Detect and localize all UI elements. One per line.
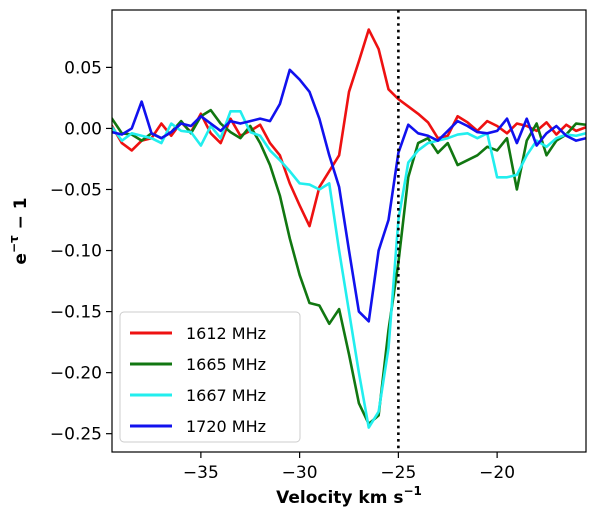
series-layer (112, 28, 586, 429)
y-tick-label: −0.25 (50, 425, 102, 445)
x-axis-ticks: −35 −30 −25 −20 (183, 452, 515, 483)
x-axis-title-main: Velocity km s (276, 488, 403, 508)
x-tick-label: −30 (282, 463, 318, 483)
x-axis-title: Velocity km s−1 (276, 484, 422, 508)
legend: 1612 MHz 1665 MHz 1667 MHz 1720 MHz (119, 311, 301, 443)
legend-label: 1667 MHz (186, 386, 266, 405)
legend-label: 1665 MHz (186, 355, 266, 374)
legend-items: 1612 MHz 1665 MHz 1667 MHz 1720 MHz (130, 324, 266, 436)
y-axis-title-main: e (11, 253, 31, 265)
y-tick-label: 0.00 (64, 119, 102, 139)
y-tick-label: 0.05 (64, 58, 102, 78)
series-line-1667-mhz (112, 110, 586, 429)
x-tick-label: −20 (479, 463, 515, 483)
legend-box (119, 311, 301, 443)
y-tick-label: −0.05 (50, 180, 102, 200)
series-line-1720-mhz (112, 68, 586, 323)
legend-label: 1612 MHz (186, 324, 266, 343)
y-tick-label: −0.20 (50, 364, 102, 384)
plot-frame (111, 9, 587, 453)
y-tick-label: −0.10 (50, 242, 102, 262)
legend-label: 1720 MHz (186, 417, 266, 436)
x-tick-label: −35 (183, 463, 219, 483)
x-tick-label: −25 (380, 463, 416, 483)
y-axis-ticks: 0.05 0.00 −0.05 −0.10 −0.15 −0.20 −0.25 (50, 58, 112, 445)
y-axis-title-exponent: −τ (7, 235, 21, 253)
y-axis-title-suffix: − 1 (11, 197, 31, 235)
x-axis-title-exponent: −1 (403, 484, 421, 498)
y-tick-label: −0.15 (50, 303, 102, 323)
y-axis-title: e−τ − 1 (7, 197, 31, 264)
